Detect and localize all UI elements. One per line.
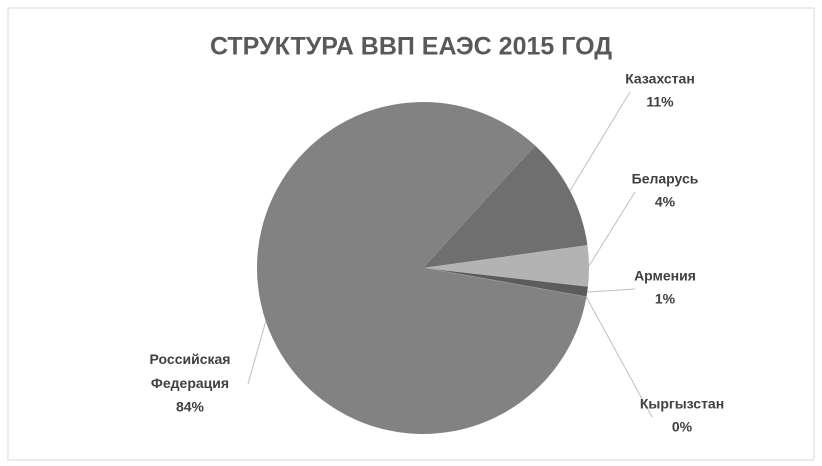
- value-label: 1%: [655, 291, 676, 307]
- value-label: 84%: [176, 399, 205, 415]
- leader-line: [585, 296, 653, 418]
- leader-line: [569, 91, 631, 192]
- category-label: Российская Федерация: [150, 351, 231, 391]
- category-label: Кыргызстан: [640, 396, 724, 412]
- leader-line: [247, 321, 267, 385]
- category-label: Казахстан: [625, 71, 695, 87]
- value-label: 11%: [646, 94, 674, 110]
- value-label: 4%: [655, 194, 676, 210]
- leader-line: [587, 288, 636, 293]
- pie-slice: [257, 102, 587, 435]
- category-label: Армения: [634, 268, 696, 284]
- chart-title: СТРУКТУРА ВВП ЕАЭС 2015 ГОД: [210, 33, 612, 61]
- value-label: 0%: [672, 419, 693, 435]
- pie-slice: [423, 145, 588, 268]
- category-label: Беларусь: [632, 171, 699, 187]
- category-label-line: Федерация: [151, 375, 229, 391]
- category-label-line: Российская: [150, 351, 231, 367]
- pie-slice: [423, 245, 589, 287]
- leader-line: [588, 191, 636, 267]
